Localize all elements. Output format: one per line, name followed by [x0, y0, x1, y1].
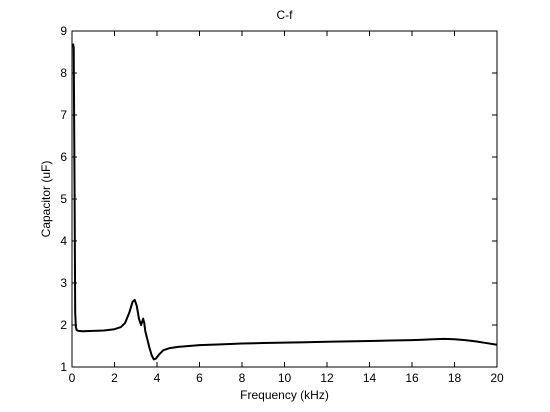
y-tick-label: 5 [60, 192, 67, 206]
x-tick-label: 18 [448, 371, 462, 385]
y-axis-label: Capacitor (uF) [39, 161, 53, 238]
y-tick-label: 4 [60, 234, 67, 248]
x-tick-label: 14 [363, 371, 377, 385]
x-tick-label: 4 [154, 371, 161, 385]
x-tick-label: 6 [196, 371, 203, 385]
x-tick-label: 16 [405, 371, 419, 385]
y-tick-label: 6 [60, 150, 67, 164]
series-line [72, 43, 498, 361]
x-tick-label: 10 [278, 371, 292, 385]
y-tick-label: 7 [60, 108, 67, 122]
y-tick-label: 8 [60, 66, 67, 80]
y-tick-label: 3 [60, 276, 67, 290]
y-tick-label: 9 [60, 24, 67, 38]
x-tick-label: 2 [111, 371, 118, 385]
x-tick-label: 12 [320, 371, 334, 385]
x-axis-label: Frequency (kHz) [240, 388, 329, 402]
plot-area [71, 30, 498, 368]
y-tick-label: 2 [60, 318, 67, 332]
x-tick-label: 8 [239, 371, 246, 385]
chart-title: C-f [277, 8, 294, 22]
x-tick-label: 20 [490, 371, 504, 385]
y-tick-label: 1 [60, 360, 67, 374]
x-tick-label: 0 [69, 371, 76, 385]
